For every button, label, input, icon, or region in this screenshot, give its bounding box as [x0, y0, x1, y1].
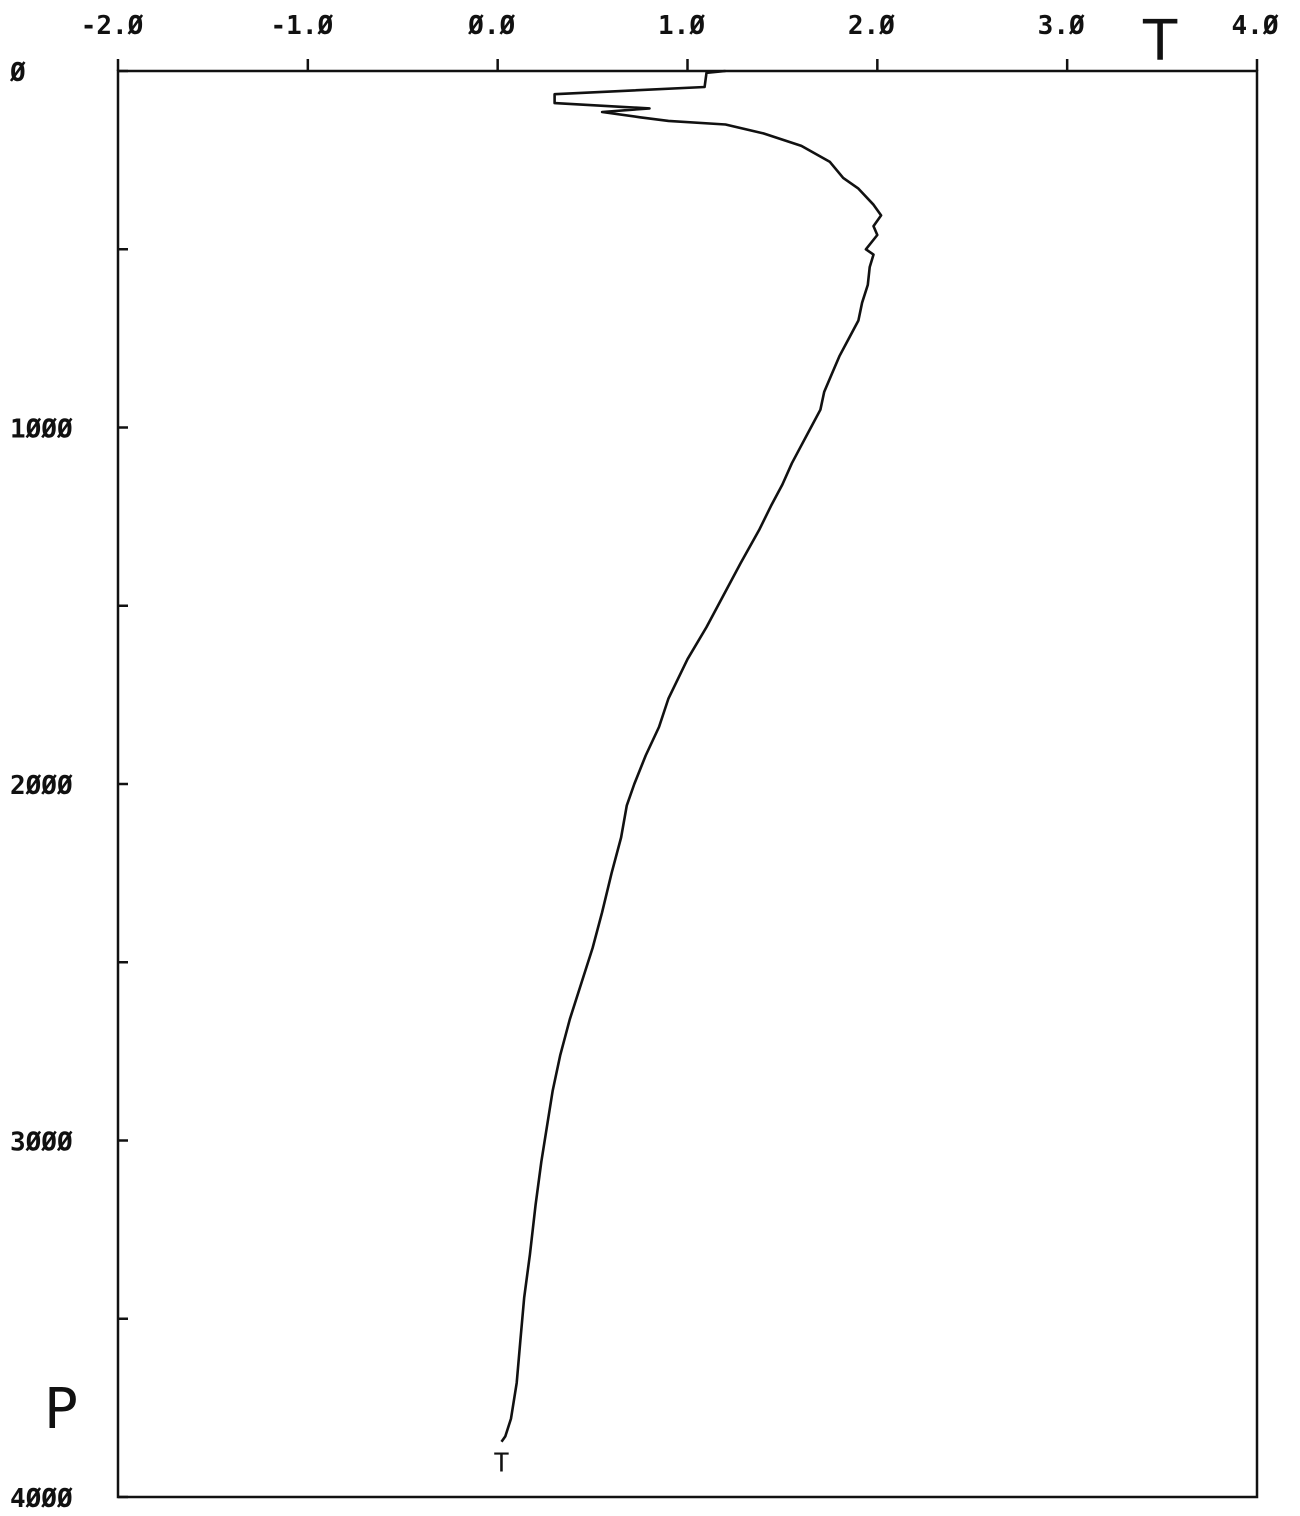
x-tick-label: -1.Ø — [271, 11, 334, 41]
plot-frame — [116, 69, 1259, 1499]
x-axis-label: T — [1142, 9, 1178, 74]
x-tick-label: -2.Ø — [81, 11, 144, 41]
y-tick-label: 3ØØØ — [10, 1128, 73, 1158]
y-tick-label: 1ØØØ — [10, 415, 73, 445]
y-tick-label: 2ØØØ — [10, 771, 73, 801]
x-tick-label: 2.Ø — [848, 11, 895, 41]
series-end-label: T — [494, 1449, 510, 1479]
x-tick-label: 3.Ø — [1038, 11, 1085, 41]
x-axis-ticks: -2.Ø -1.Ø Ø.Ø 1.Ø 2.Ø 3.Ø 4.Ø — [81, 11, 1279, 71]
temperature-profile-line — [500, 69, 883, 1443]
x-tick-label: Ø.Ø — [467, 11, 515, 41]
y-tick-label: 4ØØØ — [10, 1484, 73, 1514]
x-tick-label: 4.Ø — [1232, 11, 1279, 41]
y-axis-ticks: Ø 1ØØØ 2ØØØ 3ØØØ 4ØØØ — [9, 58, 128, 1514]
y-tick-label: Ø — [9, 58, 26, 88]
x-tick-label: 1.Ø — [658, 11, 705, 41]
y-axis-label: P — [44, 1377, 78, 1442]
